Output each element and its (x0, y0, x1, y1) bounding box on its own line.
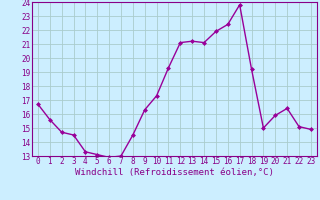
X-axis label: Windchill (Refroidissement éolien,°C): Windchill (Refroidissement éolien,°C) (75, 168, 274, 177)
